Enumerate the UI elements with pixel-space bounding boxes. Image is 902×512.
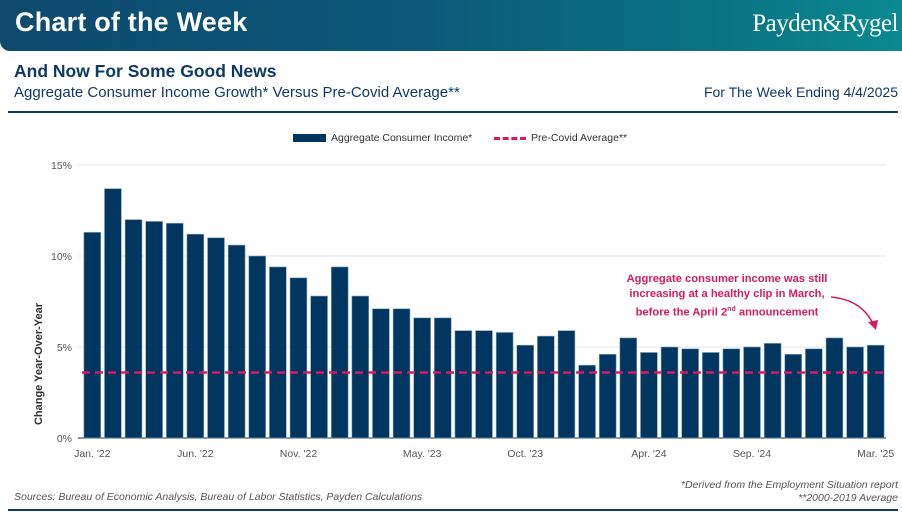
brand-logo: Payden&Rygel	[752, 10, 898, 37]
annotation: Aggregate consumer income was still incr…	[612, 272, 842, 321]
x-tick-label: Sep. '24	[733, 448, 771, 460]
bar	[454, 330, 473, 439]
x-tick-label: Jan. '22	[74, 448, 111, 460]
bar	[227, 244, 246, 439]
bar	[722, 348, 741, 439]
y-tick-label: 10%	[51, 251, 72, 263]
bar	[763, 343, 782, 439]
bar	[743, 346, 761, 439]
legend-bar-swatch	[293, 134, 326, 142]
bar	[660, 346, 679, 439]
bar	[124, 219, 143, 439]
header-divider	[8, 111, 898, 113]
bar	[186, 233, 205, 439]
annotation-line-2: increasing at a healthy clip in March,	[629, 288, 825, 300]
banner-title: Chart of the Week	[15, 7, 248, 37]
legend-item-average: Pre-Covid Average**	[494, 132, 627, 144]
bar	[145, 221, 163, 439]
bar	[413, 317, 431, 439]
bar	[784, 353, 802, 439]
bar	[207, 237, 225, 439]
bar	[310, 295, 328, 439]
footnotes: *Derived from the Employment Situation r…	[681, 479, 898, 505]
bar	[475, 330, 493, 439]
banner: Chart of the Week Payden&Rygel	[0, 0, 902, 51]
chart-subtitle: Aggregate Consumer Income Growth* Versus…	[14, 84, 460, 101]
bar	[104, 188, 122, 439]
x-tick-label: Mar. '25	[857, 448, 894, 460]
legend-item-income: Aggregate Consumer Income*	[293, 132, 472, 144]
bar	[537, 335, 555, 439]
bar	[825, 337, 844, 439]
bar	[846, 346, 864, 439]
bar	[557, 330, 576, 439]
bar	[640, 352, 658, 439]
legend: Aggregate Consumer Income* Pre-Covid Ave…	[0, 132, 902, 148]
bar	[866, 344, 885, 439]
bar	[434, 317, 452, 439]
bar	[805, 348, 823, 439]
legend-label-income: Aggregate Consumer Income*	[331, 132, 473, 144]
sources-note: Sources: Bureau of Economic Analysis, Bu…	[14, 491, 423, 503]
x-tick-label: Apr. '24	[631, 448, 666, 460]
annotation-sup: nd	[727, 306, 736, 313]
bar	[166, 222, 184, 439]
legend-dash-swatch	[494, 136, 526, 140]
bar	[248, 255, 266, 439]
annotation-line-3: before the April 2nd announcement	[612, 302, 842, 321]
bar	[289, 277, 308, 439]
bar	[702, 352, 720, 439]
annotation-line-3-post: announcement	[735, 306, 819, 319]
bar	[681, 348, 699, 439]
headline: And Now For Some Good News	[14, 61, 277, 81]
x-tick-label: Oct. '23	[507, 448, 543, 460]
bar	[269, 266, 287, 439]
footer-divider	[8, 509, 898, 511]
bar	[351, 295, 370, 439]
footnote-2: **2000-2019 Average	[798, 492, 898, 504]
bar	[495, 332, 514, 439]
y-tick-label: 5%	[57, 342, 72, 354]
bar	[619, 337, 638, 439]
bar-chart: 0% 5% 10% 15% Jan. '22 Jun. '22 Nov. '22 May. …	[33, 160, 894, 460]
x-tick-label: Jun. '22	[177, 448, 214, 460]
bar	[516, 344, 534, 439]
footnote-1: *Derived from the Employment Situation r…	[680, 479, 898, 491]
annotation-arrow-icon	[830, 296, 878, 330]
x-tick-label: Nov. '22	[280, 448, 318, 460]
y-tick-label: 15%	[51, 160, 72, 172]
x-tick-label: May. '23	[403, 448, 442, 460]
bar	[578, 364, 596, 439]
annotation-line-3-pre: before the April 2	[635, 306, 728, 319]
bar	[330, 266, 349, 439]
legend-label-average: Pre-Covid Average**	[531, 132, 628, 144]
bar	[83, 232, 102, 439]
bar	[598, 353, 617, 439]
annotation-line-1: Aggregate consumer income was still	[626, 273, 828, 285]
week-ending-label: For The Week Ending 4/4/2025	[703, 84, 898, 100]
y-tick-label: 0%	[57, 433, 72, 445]
y-axis-label: Change Year-Over-Year	[33, 302, 45, 425]
